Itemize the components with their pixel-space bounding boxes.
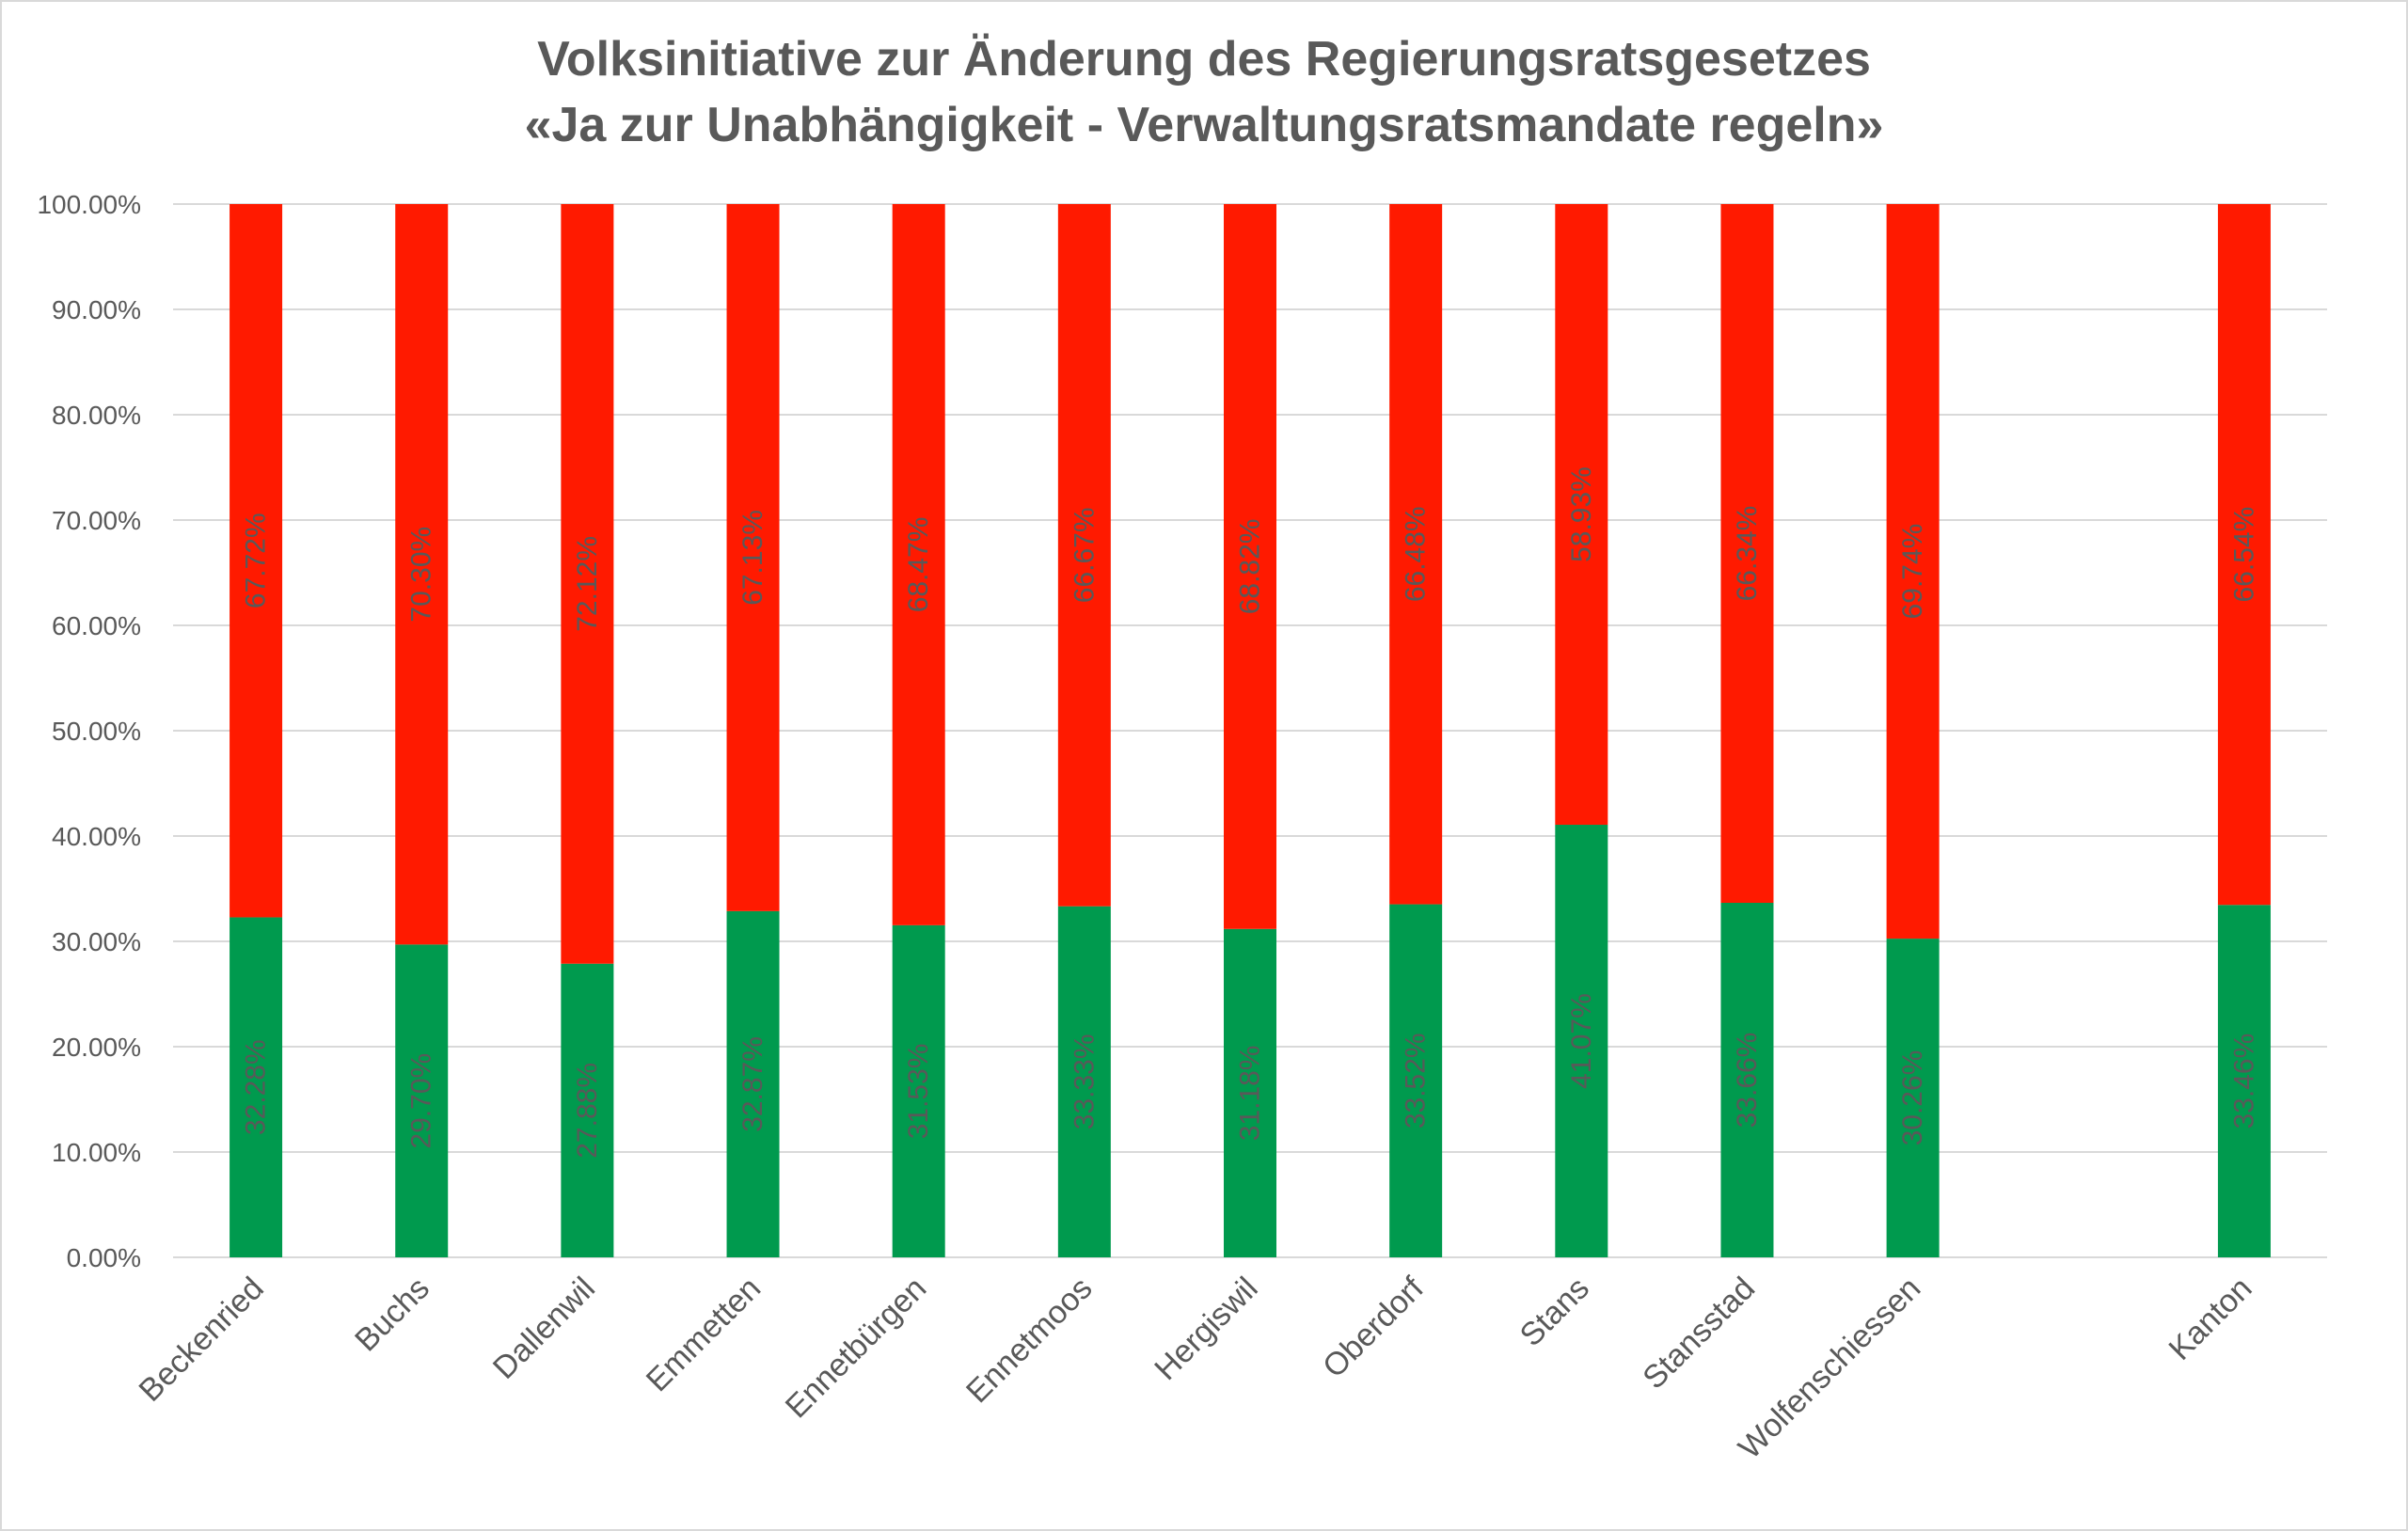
bars: 32.28% 67.72% 29.70% 70.30% 27.88% 72.12% 32.8…	[230, 204, 2271, 1257]
bar-segment	[1555, 825, 1608, 1257]
data-label: 66.67%	[1069, 507, 1100, 603]
data-label: 33.52%	[1401, 1033, 1432, 1129]
data-label: 68.47%	[903, 517, 934, 613]
data-label: 66.54%	[2228, 507, 2259, 603]
bar-segment	[2217, 905, 2271, 1257]
data-label: 67.13%	[737, 510, 768, 606]
bar-segment	[1720, 204, 1774, 904]
data-label: 58.93%	[1566, 466, 1597, 562]
bar-segment	[395, 204, 449, 945]
data-label: 68.82%	[1235, 519, 1266, 615]
bar-segment	[892, 924, 945, 1257]
y-tick-label: 60.00%	[52, 611, 141, 640]
chart-title: Volksinitiative zur Änderung des Regieru…	[537, 32, 1871, 87]
data-label: 29.70%	[406, 1053, 437, 1149]
bar-segment	[1057, 906, 1111, 1257]
data-label: 33.66%	[1732, 1033, 1763, 1129]
bar-segment	[561, 204, 614, 964]
data-label: 30.26%	[1897, 1050, 1928, 1146]
bar-segment	[230, 917, 283, 1257]
y-tick-label: 30.00%	[52, 927, 141, 956]
bar-segment	[1886, 204, 1940, 939]
y-tick-label: 0.00%	[67, 1243, 141, 1272]
bar-segment	[726, 910, 780, 1257]
y-tick-label: 10.00%	[52, 1138, 141, 1167]
bar-segment	[1555, 204, 1608, 826]
bar-segment	[2217, 204, 2271, 906]
bar-segment	[1389, 204, 1443, 905]
bar-segment	[1389, 904, 1443, 1257]
data-label: 33.33%	[1069, 1034, 1100, 1129]
data-label: 66.48%	[1401, 506, 1432, 602]
bar-segment	[892, 204, 945, 925]
data-label: 66.34%	[1732, 506, 1763, 602]
bar-segment	[1224, 928, 1276, 1257]
y-tick-label: 70.00%	[52, 506, 141, 535]
y-tick-label: 80.00%	[52, 401, 141, 430]
data-label: 32.87%	[737, 1036, 768, 1132]
y-tick-label: 90.00%	[52, 295, 141, 324]
data-label: 32.28%	[241, 1039, 272, 1135]
y-tick-label: 20.00%	[52, 1033, 141, 1062]
y-tick-label: 50.00%	[52, 717, 141, 746]
data-label: 69.74%	[1897, 524, 1928, 620]
y-tick-label: 40.00%	[52, 822, 141, 851]
data-label: 72.12%	[572, 536, 603, 632]
bar-segment	[561, 963, 614, 1257]
data-label: 33.46%	[2228, 1034, 2259, 1129]
y-axis-ticks: 0.00% 10.00% 20.00% 30.00% 40.00% 50.00% 60.00…	[37, 190, 141, 1272]
data-label: 41.07%	[1566, 993, 1597, 1089]
chart-subtitle: «Ja zur Unabhängigkeit - Verwaltungsrats…	[525, 98, 1884, 152]
data-label: 67.72%	[241, 513, 272, 608]
data-label: 27.88%	[572, 1063, 603, 1159]
data-label: 31.53%	[903, 1044, 934, 1140]
bar-segment	[1886, 939, 1940, 1257]
bar-segment	[395, 944, 449, 1257]
y-tick-label: 100.00%	[37, 190, 141, 219]
data-label: 70.30%	[406, 527, 437, 623]
data-label: 31.18%	[1235, 1046, 1266, 1142]
bar-segment	[230, 204, 283, 918]
bar-segment	[1224, 204, 1276, 929]
bar-segment	[1720, 903, 1774, 1257]
bar-segment	[1057, 204, 1111, 907]
bar-segment	[726, 204, 780, 911]
